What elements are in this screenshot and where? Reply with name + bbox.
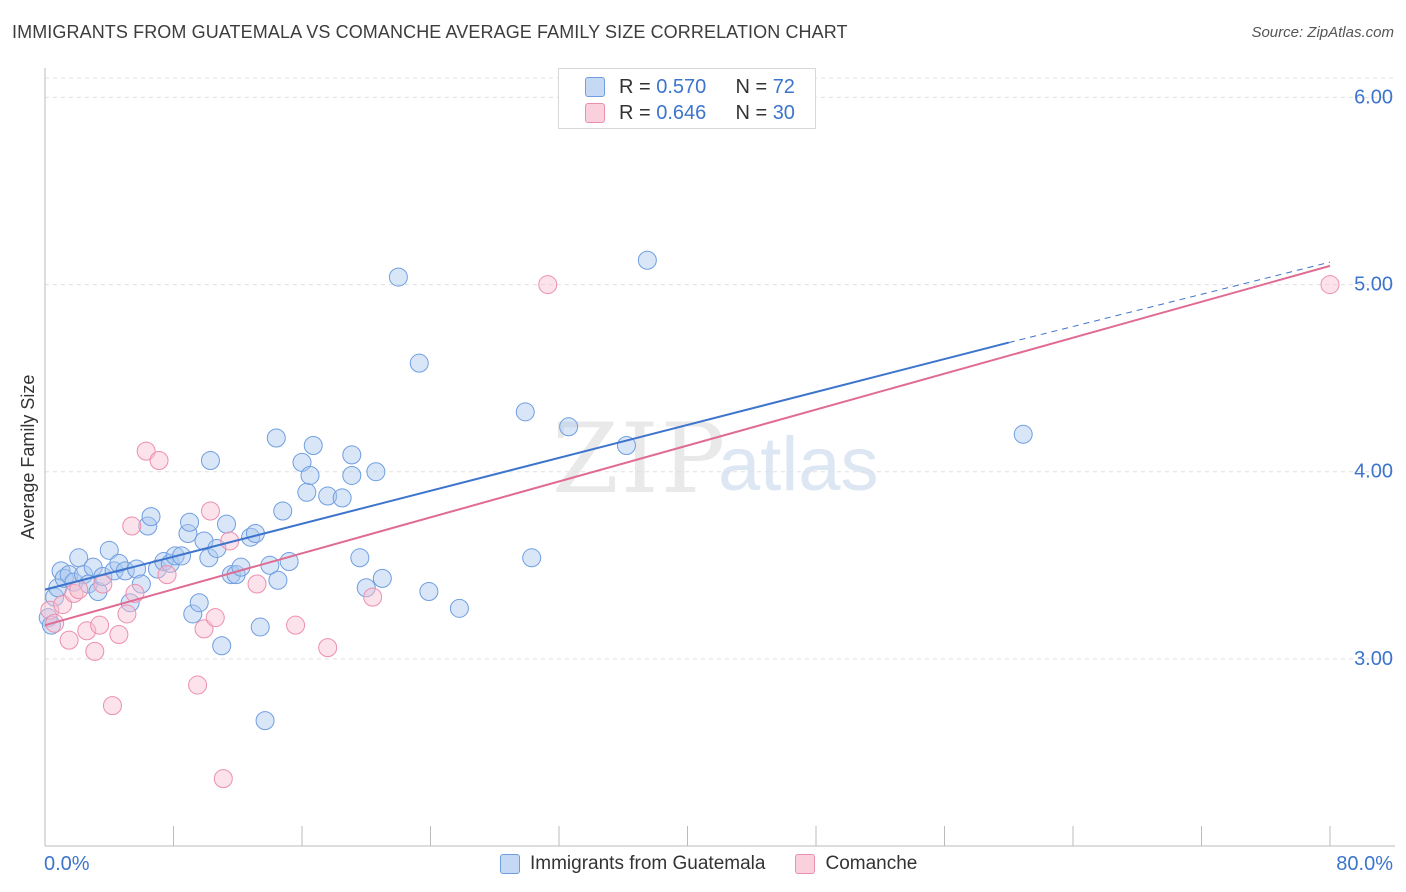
point-comanche xyxy=(205,608,225,628)
point-guatemala xyxy=(342,465,362,485)
series-label: Comanche xyxy=(825,853,918,874)
series-label: Immigrants from Guatemala xyxy=(530,853,766,874)
point-guatemala xyxy=(300,465,320,485)
point-guatemala xyxy=(266,428,286,448)
point-guatemala xyxy=(120,593,140,613)
point-comanche xyxy=(59,630,79,650)
point-guatemala xyxy=(449,598,469,618)
point-guatemala xyxy=(419,581,439,601)
point-guatemala xyxy=(273,501,293,521)
point-guatemala xyxy=(388,267,408,287)
series-legend-guatemala: Immigrants from Guatemala xyxy=(500,853,765,875)
point-guatemala xyxy=(297,482,317,502)
trendline-guatemala xyxy=(44,341,1009,591)
point-comanche xyxy=(122,516,142,536)
point-comanche xyxy=(149,450,169,470)
point-guatemala xyxy=(1013,424,1033,444)
legend-row-comanche: R = 0.646 N = 30 xyxy=(559,100,795,126)
point-guatemala xyxy=(41,615,61,635)
point-comanche xyxy=(538,275,558,295)
point-guatemala xyxy=(200,450,220,470)
trendline-guatemala-extension xyxy=(1008,261,1331,344)
point-comanche xyxy=(117,604,137,624)
watermark-atlas: atlas xyxy=(718,422,879,507)
point-comanche xyxy=(157,565,177,585)
legend-text: R = 0.646 N = 30 xyxy=(619,102,795,125)
point-comanche xyxy=(85,641,105,661)
point-guatemala xyxy=(559,417,579,437)
point-comanche xyxy=(188,675,208,695)
point-guatemala xyxy=(109,553,129,573)
x-tick-label-max: 80.0% xyxy=(1336,853,1393,875)
point-guatemala xyxy=(180,512,200,532)
point-comanche xyxy=(53,595,73,615)
legend-text: R = 0.570 N = 72 xyxy=(619,76,795,99)
point-guatemala xyxy=(141,507,161,527)
series-swatch-blue xyxy=(500,854,520,874)
y-tick-label: 5.00 xyxy=(1354,274,1393,296)
point-guatemala xyxy=(255,711,275,731)
point-guatemala xyxy=(183,604,203,624)
point-comanche xyxy=(286,615,306,635)
trendline-comanche xyxy=(44,264,1331,627)
point-guatemala xyxy=(217,514,237,534)
source-label: Source: ZipAtlas.com xyxy=(1251,24,1394,41)
point-comanche xyxy=(77,621,97,641)
point-comanche xyxy=(200,501,220,521)
legend-r-label: R = xyxy=(619,75,651,98)
point-guatemala xyxy=(318,486,338,506)
point-guatemala xyxy=(522,548,542,568)
series-legend: Immigrants from Guatemala Comanche xyxy=(500,851,947,877)
point-comanche xyxy=(318,638,338,658)
correlation-legend: R = 0.570 N = 72 R = 0.646 N = 30 xyxy=(558,68,816,129)
point-comanche xyxy=(102,696,122,716)
point-guatemala xyxy=(250,617,270,637)
legend-swatch-blue xyxy=(585,77,605,97)
point-comanche xyxy=(363,587,383,607)
legend-r-value: 0.570 xyxy=(656,75,707,98)
legend-n-value: 30 xyxy=(772,101,795,124)
point-comanche xyxy=(247,574,267,594)
point-guatemala xyxy=(332,488,352,508)
point-guatemala xyxy=(189,593,209,613)
point-comanche xyxy=(194,619,214,639)
point-guatemala xyxy=(268,570,288,590)
point-guatemala xyxy=(366,462,386,482)
point-comanche xyxy=(213,769,233,789)
point-guatemala xyxy=(303,436,323,456)
x-tick-label-min: 0.0% xyxy=(44,853,90,875)
point-guatemala xyxy=(231,557,251,577)
point-comanche xyxy=(90,615,110,635)
legend-n-label: N = xyxy=(735,75,768,98)
y-tick-label: 3.00 xyxy=(1354,648,1393,670)
y-tick-label: 4.00 xyxy=(1354,461,1393,483)
point-guatemala xyxy=(409,353,429,373)
point-guatemala xyxy=(131,574,151,594)
point-comanche xyxy=(136,441,156,461)
point-guatemala xyxy=(356,578,376,598)
y-tick-label: 6.00 xyxy=(1354,86,1393,108)
series-swatch-pink xyxy=(795,854,816,874)
legend-swatch-pink xyxy=(585,103,605,123)
legend-n-label: N = xyxy=(735,101,768,124)
point-comanche xyxy=(1320,275,1340,295)
legend-row-guatemala: R = 0.570 N = 72 xyxy=(559,74,795,100)
point-guatemala xyxy=(342,445,362,465)
point-guatemala xyxy=(372,568,392,588)
legend-r-value: 0.646 xyxy=(656,101,707,124)
chart-title: IMMIGRANTS FROM GUATEMALA VS COMANCHE AV… xyxy=(12,22,848,42)
point-guatemala xyxy=(637,250,657,270)
point-comanche xyxy=(109,625,129,645)
point-comanche xyxy=(93,574,113,594)
y-axis-label: Average Family Size xyxy=(18,375,38,540)
series-legend-comanche: Comanche xyxy=(795,853,917,875)
legend-r-label: R = xyxy=(619,101,651,124)
legend-n-value: 72 xyxy=(772,75,795,98)
point-guatemala xyxy=(279,552,299,572)
point-guatemala xyxy=(99,540,119,560)
point-guatemala xyxy=(515,402,535,422)
point-guatemala xyxy=(212,636,232,656)
point-guatemala xyxy=(350,548,370,568)
